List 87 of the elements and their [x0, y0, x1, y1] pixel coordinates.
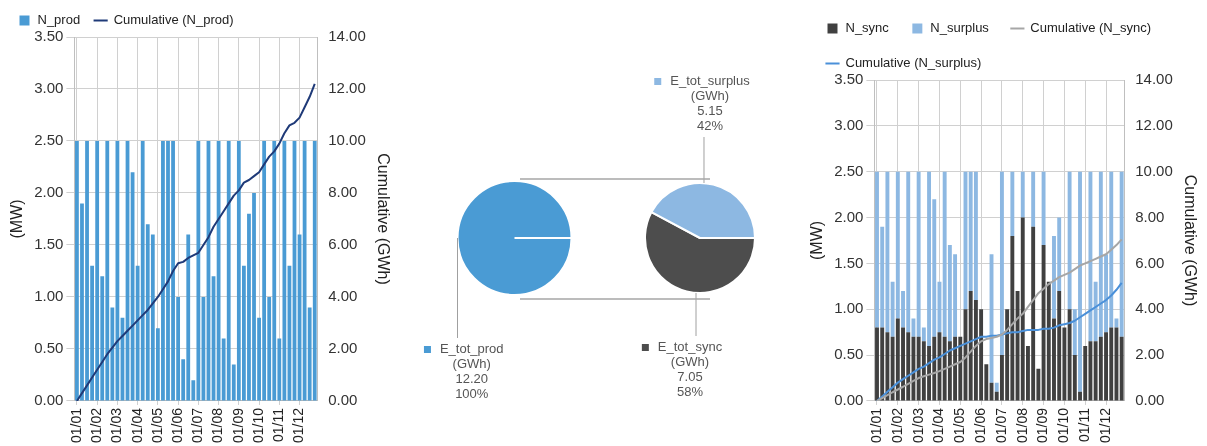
x-tick-label: 01/06 — [168, 407, 185, 444]
bar — [1119, 171, 1124, 337]
y-tick-label: 3.00 — [34, 79, 64, 97]
y2-tick-label: 10.00 — [1135, 161, 1173, 179]
y-tick-label: 0.00 — [34, 391, 64, 409]
data-label: 12.20 — [455, 371, 489, 387]
legend-label: N_surplus — [930, 20, 990, 36]
bar — [1020, 171, 1025, 218]
y-tick-label: 2.50 — [834, 161, 864, 179]
y-tick-label: 1.00 — [834, 299, 864, 317]
x-tick-label: 01/05 — [148, 407, 165, 444]
x-tick-label: 01/04 — [128, 407, 145, 444]
x-tick-label: 01/07 — [189, 407, 206, 444]
x-tick-label: 01/02 — [888, 407, 905, 444]
text: 58% — [676, 384, 704, 400]
y-tick-label: 2.00 — [834, 207, 864, 225]
y-axis-title: (MW) — [808, 220, 826, 261]
x-tick-label: 01/08 — [1013, 407, 1030, 444]
y-tick-label: 1.00 — [34, 287, 64, 305]
y2-tick-label: 12.00 — [328, 79, 366, 97]
x-tick-label: 01/11 — [1076, 407, 1093, 442]
bar — [1041, 171, 1046, 246]
bar — [999, 171, 1004, 356]
text: 100% — [455, 386, 489, 402]
bar — [1010, 171, 1015, 236]
y2-tick-label: 0.00 — [1135, 391, 1165, 409]
y-tick-label: 3.00 — [834, 115, 864, 133]
bar — [994, 382, 999, 392]
legend-label: E_tot_prod (GWh) — [439, 341, 504, 372]
y-tick-label: 3.50 — [834, 70, 864, 88]
y2-axis-title: Cumulative (GWh) — [374, 153, 392, 285]
x-tick-label: 01/10 — [1055, 407, 1072, 444]
legend-label: N_prod — [37, 12, 81, 28]
y-tick-label: 2.50 — [34, 131, 64, 149]
y2-tick-label: 4.00 — [1135, 299, 1165, 317]
y-axis-title: (MW) — [8, 199, 26, 239]
y2-tick-label: 14.00 — [328, 27, 366, 45]
text: 42% — [696, 118, 724, 134]
y2-tick-label: 4.00 — [328, 287, 358, 305]
legend-label: E_tot_surplus (GWh) — [670, 73, 751, 104]
x-tick-label: 01/04 — [930, 407, 947, 444]
legend-label: N_sync — [845, 20, 890, 36]
y2-tick-label: 2.00 — [1135, 345, 1165, 363]
y2-tick-label: 10.00 — [328, 131, 366, 149]
bar — [312, 140, 317, 401]
x-tick-label: 01/05 — [951, 407, 968, 444]
legend-label: Cumulative (N_surplus) — [845, 55, 982, 71]
y-tick-label: 2.00 — [34, 183, 64, 201]
y2-tick-label: 14.00 — [1135, 70, 1173, 88]
bar — [1119, 336, 1124, 401]
data-label: 7.05 — [677, 369, 703, 385]
y2-tick-label: 6.00 — [1135, 253, 1165, 271]
y-tick-label: 3.50 — [34, 27, 64, 45]
x-tick-label: 01/02 — [88, 407, 105, 444]
y2-tick-label: 2.00 — [328, 339, 358, 357]
x-tick-label: 01/07 — [992, 407, 1009, 444]
y-tick-label: 0.00 — [834, 391, 864, 409]
x-tick-label: 01/10 — [249, 407, 266, 444]
x-tick-label: 01/03 — [909, 407, 926, 444]
x-tick-label: 01/08 — [209, 407, 226, 444]
x-tick-label: 01/12 — [1096, 407, 1113, 444]
data-label: 5.15 — [697, 103, 723, 119]
bar — [1088, 171, 1093, 342]
y-tick-label: 1.50 — [34, 235, 64, 253]
x-tick-label: 01/06 — [971, 407, 988, 444]
y2-tick-label: 8.00 — [328, 183, 358, 201]
x-tick-label: 01/09 — [1034, 407, 1051, 444]
y-tick-label: 1.50 — [834, 253, 864, 271]
bar — [1031, 171, 1036, 227]
legend-label: E_tot_sync (GWh) — [657, 339, 723, 370]
y2-tick-label: 0.00 — [328, 391, 358, 409]
legend-label: Cumulative (N_sync) — [1030, 20, 1152, 36]
y-tick-label: 0.50 — [34, 339, 64, 357]
y2-tick-label: 6.00 — [328, 235, 358, 253]
x-tick-label: 01/01 — [867, 407, 884, 444]
x-tick-label: 01/01 — [67, 407, 84, 444]
y2-axis-title: Cumulative (GWh) — [1181, 174, 1199, 307]
x-tick-label: 01/03 — [108, 407, 125, 444]
bar — [1067, 171, 1072, 310]
bar — [973, 171, 978, 301]
x-tick-label: 01/09 — [229, 407, 246, 444]
x-tick-label: 01/11 — [270, 407, 287, 442]
legend-label: Cumulative (N_prod) — [113, 12, 234, 28]
y2-tick-label: 8.00 — [1135, 207, 1165, 225]
x-tick-label: 01/12 — [290, 407, 307, 444]
y-tick-label: 0.50 — [834, 345, 864, 363]
y2-tick-label: 12.00 — [1135, 115, 1173, 133]
